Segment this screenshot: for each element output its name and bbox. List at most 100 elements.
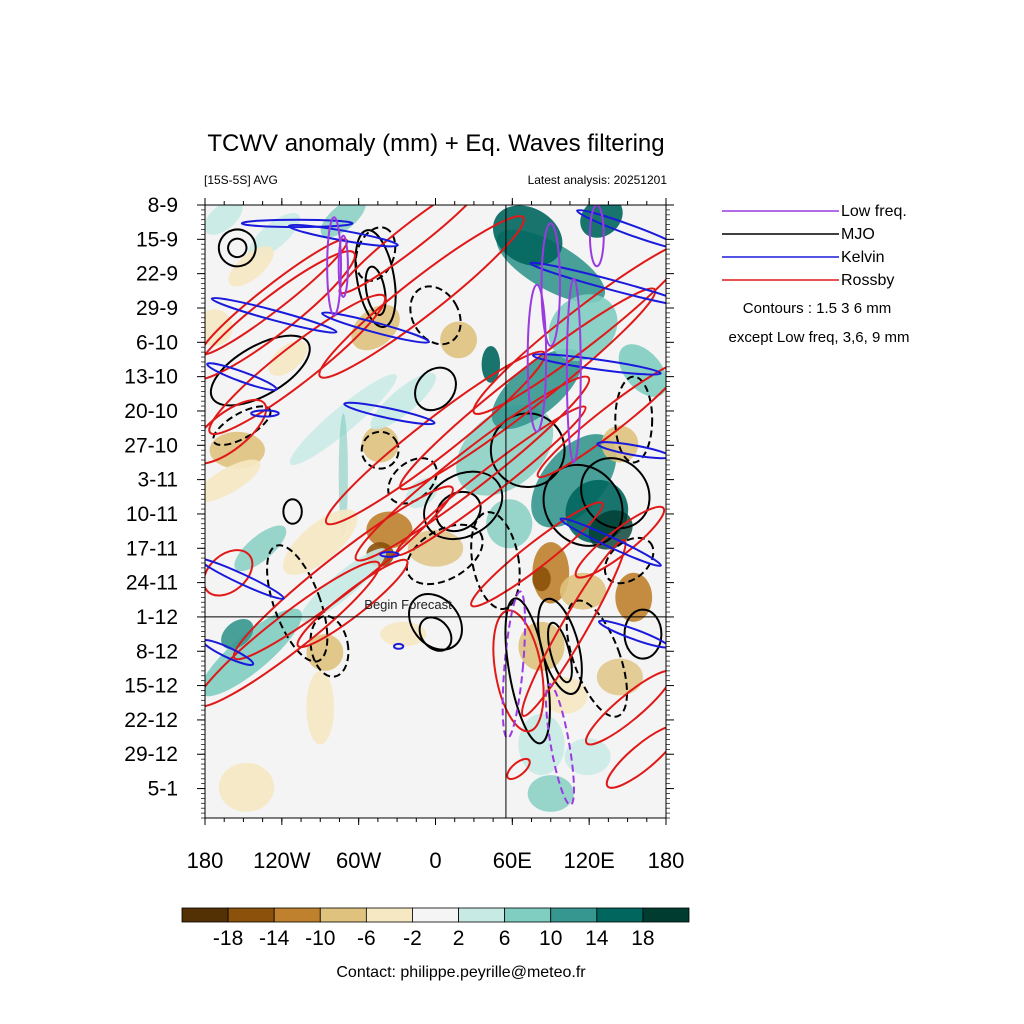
lowfreq-contour xyxy=(337,234,349,298)
anomaly-patch xyxy=(205,459,261,503)
colorbar: -18 -14 -10 -6 -2 2 6 10 14 18 xyxy=(181,907,690,950)
anomaly-patch xyxy=(366,511,413,549)
rossby-contour xyxy=(585,669,666,746)
rossby-contour xyxy=(520,538,627,718)
kelvin-contour xyxy=(598,619,666,649)
colorbar-label: -2 xyxy=(403,927,422,950)
mjo-contour xyxy=(405,523,484,586)
colorbar-bin xyxy=(412,907,459,923)
anomaly-patch xyxy=(338,413,348,537)
axis-ticks: 180 120W 60W 0 60E 120E 180 8-9 15-9 22-9 29-9 6-10… xyxy=(124,194,684,873)
mjo-contour xyxy=(623,608,663,660)
anomaly-patch xyxy=(370,372,436,430)
y-tick-label: 27-10 xyxy=(124,434,178,457)
y-tick-label: 3-11 xyxy=(138,469,178,492)
kelvin-contour xyxy=(206,362,278,392)
mjo-contour xyxy=(418,616,453,652)
colorbar-bin xyxy=(365,907,413,923)
y-tick-label: 17-11 xyxy=(126,537,178,560)
x-tick-label: 60W xyxy=(336,848,381,873)
anomaly-patch xyxy=(486,499,533,549)
anomaly-patch xyxy=(351,304,400,351)
mjo-contour xyxy=(580,457,651,530)
anomaly-patch xyxy=(234,525,287,572)
kelvin-contour xyxy=(379,550,400,558)
mjo-contour xyxy=(547,621,573,684)
kelvin-contour xyxy=(205,638,255,666)
anomaly-patch xyxy=(361,425,399,463)
contours-note: Contours : 1.5 3 6 mm xyxy=(743,300,891,317)
colorbar-label: 14 xyxy=(585,927,609,950)
colorbar-bin xyxy=(642,907,690,923)
lowfreq-contour xyxy=(526,283,548,433)
y-tick-label: 15-9 xyxy=(136,228,178,251)
x-tick-label: 60E xyxy=(493,848,532,873)
anomaly-patch xyxy=(205,205,243,235)
colorbar-label: 6 xyxy=(499,927,511,950)
rossby-contour xyxy=(208,293,387,436)
kelvin-contour xyxy=(596,441,666,460)
rossby-contour xyxy=(318,215,526,379)
kelvin-contour xyxy=(210,296,338,334)
mjo-contour xyxy=(603,536,655,585)
y-tick-label: 20-10 xyxy=(124,400,178,423)
legend-label: MJO xyxy=(841,226,875,243)
kelvin-contour xyxy=(250,409,280,418)
rossby-contour xyxy=(470,501,604,608)
lowfreq-contour xyxy=(540,222,561,347)
anomaly-patch xyxy=(531,434,617,528)
y-tick-label: 15-12 xyxy=(124,675,178,698)
mjo-contour xyxy=(614,375,654,464)
x-tick-label: 180 xyxy=(648,848,685,873)
y-tick-label: 29-9 xyxy=(136,297,178,320)
mjo-contour xyxy=(227,237,248,259)
anomaly-patch xyxy=(440,321,477,359)
colorbar-bin xyxy=(458,907,506,923)
anomaly-patch xyxy=(221,618,254,650)
anomaly-patch xyxy=(559,572,607,610)
mjo-contour xyxy=(354,229,397,328)
anomaly-patch xyxy=(306,670,335,745)
mjo-contour xyxy=(360,430,400,470)
anomaly-patch xyxy=(283,509,358,575)
mjo-contour xyxy=(414,366,457,412)
rossby-contour xyxy=(205,250,356,381)
lowfreq-contour xyxy=(326,216,342,317)
mjo-contour xyxy=(282,498,303,525)
x-tick-label: 180 xyxy=(187,848,224,873)
mjo-contour xyxy=(470,511,521,611)
anomaly-patch xyxy=(518,713,565,776)
kelvin-contour xyxy=(321,311,431,344)
kelvin-contour xyxy=(240,218,354,229)
anomaly-patch xyxy=(380,621,427,647)
anomaly-patch xyxy=(564,738,611,776)
forecast-label: Begin Forecast xyxy=(364,597,452,612)
kelvin-contour xyxy=(343,401,436,426)
colorbar-bin xyxy=(596,907,644,923)
mjo-contour xyxy=(266,544,329,663)
colorbar-bin xyxy=(504,907,552,923)
colorbar-bin xyxy=(227,907,275,923)
chart-title: TCWV anomaly (mm) + Eq. Waves filtering xyxy=(207,130,664,157)
mjo-contour xyxy=(435,490,482,533)
kelvin-contour xyxy=(576,209,666,250)
kelvin-contour xyxy=(287,223,399,248)
lowfreq-contour xyxy=(544,683,575,806)
x-tick-label: 0 xyxy=(429,848,441,873)
anomaly-patch xyxy=(205,608,302,697)
contours-note-lowfreq: except Low freq, 3,6, 9 mm xyxy=(729,329,910,346)
rossby-contour xyxy=(472,240,666,415)
colorbar-label: 2 xyxy=(453,927,465,950)
mjo-contour xyxy=(309,615,350,678)
x-tick-label: 120W xyxy=(253,848,311,873)
anomaly-patch xyxy=(209,431,265,469)
colorbar-bin xyxy=(273,907,321,923)
colorbar-bin xyxy=(181,907,229,923)
colorbar-label: -14 xyxy=(259,927,290,950)
y-tick-label: 1-12 xyxy=(136,606,178,629)
colorbar-label: -6 xyxy=(357,927,376,950)
anomaly-patch xyxy=(228,246,274,287)
rossby-contour xyxy=(492,609,545,733)
y-tick-label: 29-12 xyxy=(124,743,178,766)
